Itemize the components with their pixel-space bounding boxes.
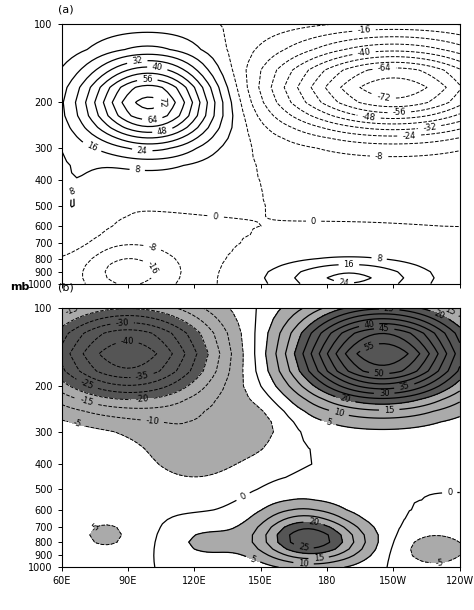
Text: (b): (b) (58, 282, 73, 293)
Text: 0: 0 (238, 492, 247, 502)
Text: -72: -72 (377, 92, 392, 103)
Text: 8: 8 (68, 187, 76, 197)
Text: 15: 15 (313, 553, 324, 563)
Text: -40: -40 (120, 337, 134, 346)
Text: 48: 48 (156, 126, 169, 137)
Text: -8: -8 (375, 152, 383, 161)
Text: -15: -15 (64, 304, 80, 317)
Text: 25: 25 (384, 304, 395, 314)
Text: 24: 24 (137, 146, 148, 156)
Text: -16: -16 (357, 26, 371, 35)
Text: -64: -64 (377, 63, 391, 73)
Text: -20: -20 (135, 395, 149, 404)
Text: 40: 40 (152, 62, 163, 73)
Text: -40: -40 (357, 48, 371, 58)
Text: 16: 16 (85, 141, 99, 154)
Text: 56: 56 (142, 74, 153, 84)
Text: 10: 10 (333, 407, 345, 419)
Text: -32: -32 (422, 122, 437, 132)
Text: -8: -8 (147, 242, 157, 253)
Text: 16: 16 (344, 260, 354, 269)
Text: 5: 5 (325, 417, 333, 428)
Text: 0: 0 (311, 217, 316, 226)
Text: 0: 0 (447, 488, 453, 497)
Text: 20: 20 (308, 517, 319, 528)
Text: -5: -5 (90, 521, 101, 533)
Text: -24: -24 (402, 131, 416, 140)
Text: -10: -10 (145, 416, 160, 426)
Text: 32: 32 (131, 56, 143, 66)
Text: 20: 20 (339, 393, 351, 405)
Text: -5: -5 (72, 418, 82, 429)
Text: 55: 55 (363, 340, 375, 353)
Text: -30: -30 (115, 318, 129, 328)
Text: mb: mb (10, 282, 29, 293)
Text: 50: 50 (374, 369, 384, 378)
Text: 64: 64 (147, 115, 158, 124)
Text: 15: 15 (443, 304, 456, 317)
Text: 5: 5 (249, 554, 257, 564)
Text: -25: -25 (79, 378, 95, 392)
Text: 20: 20 (433, 308, 446, 321)
Text: 8: 8 (376, 254, 382, 263)
Text: 0: 0 (212, 212, 218, 221)
Text: -15: -15 (79, 396, 94, 408)
Text: 25: 25 (298, 542, 310, 553)
Text: 24: 24 (338, 278, 349, 288)
Text: 8: 8 (134, 165, 140, 175)
Text: 15: 15 (384, 405, 395, 415)
Text: 40: 40 (363, 319, 375, 329)
Text: -16: -16 (145, 259, 160, 276)
Text: 35: 35 (398, 381, 410, 392)
Text: 45: 45 (379, 324, 390, 333)
Text: -35: -35 (135, 371, 150, 382)
Text: 72: 72 (158, 97, 167, 108)
Text: 30: 30 (379, 389, 390, 398)
Text: -56: -56 (392, 108, 406, 117)
Text: (a): (a) (58, 4, 73, 14)
Text: -5: -5 (435, 558, 444, 567)
Text: -48: -48 (362, 112, 376, 123)
Text: 10: 10 (298, 559, 309, 569)
